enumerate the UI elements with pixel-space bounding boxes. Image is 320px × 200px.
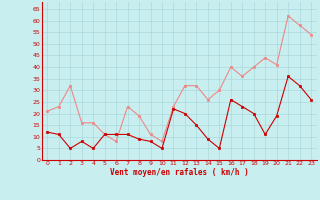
X-axis label: Vent moyen/en rafales ( km/h ): Vent moyen/en rafales ( km/h ) <box>110 168 249 177</box>
